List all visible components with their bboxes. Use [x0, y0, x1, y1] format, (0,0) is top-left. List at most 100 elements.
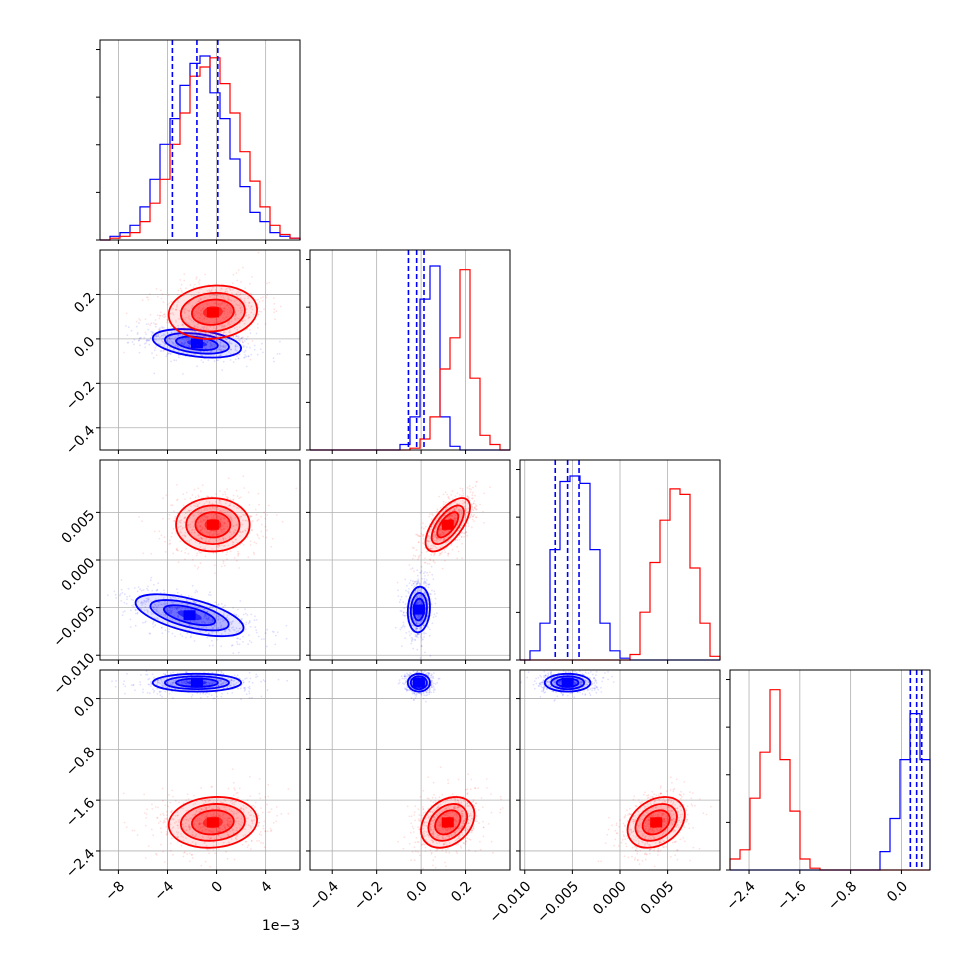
scatter-point [163, 345, 165, 347]
scatter-point [162, 326, 165, 329]
scatter-point [215, 326, 218, 328]
scatter-point [182, 373, 184, 375]
scatter-point [412, 647, 415, 650]
scatter-point [204, 273, 207, 276]
scatter-point [187, 338, 190, 341]
scatter-point [230, 644, 233, 647]
scatter-point [188, 345, 190, 348]
scatter-point [245, 355, 248, 358]
scatter-point [211, 619, 214, 622]
scatter-point [225, 344, 228, 347]
scatter-point [269, 827, 272, 830]
scatter-point [228, 287, 231, 290]
scatter-point [411, 567, 414, 570]
scatter-point [230, 312, 233, 314]
scatter-point [263, 846, 266, 849]
scatter-point [195, 589, 198, 592]
scatter-point [162, 341, 164, 343]
scatter-point [422, 535, 424, 538]
scatter-point [233, 354, 236, 356]
scatter-point [147, 299, 150, 301]
scatter-point [266, 514, 269, 516]
scatter-point [470, 488, 472, 491]
scatter-point [170, 601, 173, 604]
scatter-point [142, 688, 144, 691]
scatter-point [134, 689, 136, 692]
scatter-point [422, 533, 425, 536]
scatter-point [456, 539, 459, 541]
scatter-point [474, 485, 477, 487]
scatter-point [209, 345, 212, 348]
scatter-point [441, 567, 444, 570]
scatter-point [220, 345, 223, 348]
scatter-point [220, 695, 223, 698]
scatter-point [180, 342, 183, 345]
scatter-point [394, 626, 397, 629]
scatter-point [106, 594, 109, 597]
scatter-point [420, 570, 423, 573]
scatter-point [180, 324, 183, 326]
scatter-point [222, 344, 225, 347]
scatter-point [244, 677, 247, 680]
scatter-point [235, 313, 238, 316]
scatter-point [166, 340, 169, 342]
scatter-point [236, 559, 238, 562]
scatter-point [217, 320, 219, 323]
scatter-point [439, 506, 442, 509]
scatter-point [183, 344, 186, 346]
scatter-point [184, 342, 186, 345]
y-tick-label: −0.4 [63, 423, 98, 458]
scatter-point [241, 337, 243, 339]
scatter-point [235, 293, 238, 296]
scatter-point [471, 518, 474, 521]
scatter-point [236, 345, 239, 347]
scatter-point [228, 629, 231, 631]
scatter-point [153, 530, 156, 533]
scatter-point [417, 558, 419, 561]
scatter-point [193, 620, 196, 623]
scatter-point [240, 311, 243, 313]
scatter-point [247, 355, 250, 358]
scatter-point [247, 844, 250, 846]
scatter-point [416, 574, 419, 577]
scatter-point [232, 499, 235, 502]
scatter-point [200, 312, 203, 314]
scatter-point [245, 365, 248, 368]
scatter-point [187, 322, 190, 325]
scatter-point [199, 313, 202, 316]
scatter-point [423, 577, 426, 580]
scatter-point [207, 359, 210, 362]
scatter-point [432, 514, 434, 517]
scatter-point [184, 498, 187, 500]
scatter-point [401, 625, 404, 628]
scatter-point [157, 333, 160, 336]
scatter-point [182, 324, 185, 327]
scatter-point [483, 522, 485, 524]
scatter-point [183, 279, 186, 282]
scatter-point [275, 820, 278, 823]
scatter-point [245, 314, 248, 317]
scatter-point [123, 680, 125, 682]
scatter-point [166, 814, 168, 816]
scatter-point [411, 557, 414, 560]
scatter-point [210, 288, 213, 291]
scatter-point [460, 535, 463, 538]
scatter-point [258, 503, 260, 506]
scatter-point [218, 304, 221, 307]
scatter-point [191, 306, 194, 308]
scatter-point [222, 346, 225, 348]
scatter-point [461, 557, 463, 560]
scatter-point [173, 359, 176, 362]
scatter-point [159, 329, 161, 331]
scatter-point [208, 644, 211, 647]
scatter-point [173, 332, 176, 335]
scatter-point [161, 293, 164, 296]
scatter-point [148, 683, 151, 686]
scatter-point [204, 339, 207, 342]
scatter-point [183, 312, 186, 315]
scatter-point [467, 525, 470, 528]
scatter-point [239, 339, 241, 341]
scatter-point [405, 632, 408, 634]
scatter-point [247, 297, 250, 299]
scatter-point [123, 351, 125, 354]
